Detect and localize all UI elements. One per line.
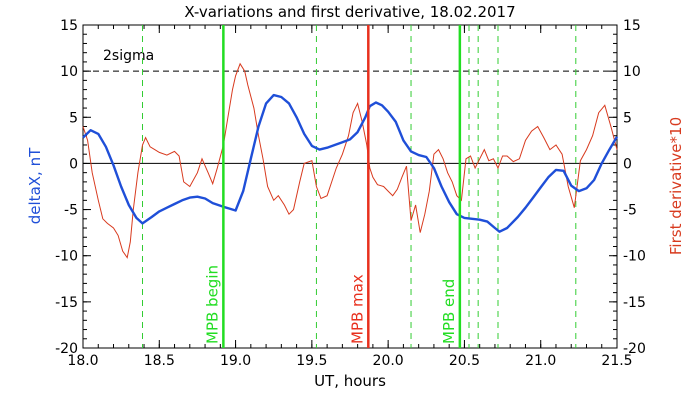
y-tick-label-left: 10: [60, 64, 78, 80]
x-tick-label: 19.0: [220, 353, 251, 369]
y-axis-left-title: deltaX, nT: [26, 147, 44, 224]
y-tick-label-left: 5: [69, 110, 78, 126]
series-line-deltaX: [82, 93, 619, 233]
y-tick-label-right: -15: [623, 295, 646, 311]
x-axis-title: UT, hours: [314, 372, 386, 390]
y-tick-label-right: -10: [623, 249, 646, 265]
y-axis-right-title: First derivative*10: [667, 117, 685, 255]
y-tick-label-left: -5: [64, 203, 78, 219]
mpb-marker-label: MPB begin: [203, 265, 221, 344]
mpb-marker-label: MPB max: [348, 274, 366, 344]
x-tick-label: 20.5: [449, 353, 480, 369]
plot-area: 2sigma 18.0 18.5 19.0 19.5 20.0 20.5 21.0 21.5 15…: [55, 18, 646, 369]
y-tick-label-left: -15: [55, 295, 78, 311]
x-tick-label: 19.5: [296, 353, 327, 369]
y-tick-label-right: 0: [623, 156, 632, 172]
x-tick-label: 18.0: [67, 353, 98, 369]
y-tick-label-left: -20: [55, 341, 78, 357]
y-tick-label-left: -10: [55, 249, 78, 265]
y-tick-label-right: 10: [623, 64, 641, 80]
y-tick-label-left: 0: [69, 156, 78, 172]
y-tick-label-right: 5: [623, 110, 632, 126]
x-tick-label: 21.5: [601, 353, 632, 369]
sigma-label: 2sigma: [103, 48, 154, 64]
x-tick-label: 18.5: [144, 353, 175, 369]
x-tick-label: 20.0: [373, 353, 404, 369]
chart-title: X-variations and first derivative, 18.02…: [184, 3, 515, 21]
plot-frame: [82, 24, 618, 349]
mpb-marker-label: MPB end: [440, 279, 458, 344]
y-tick-label-right: -20: [623, 341, 646, 357]
y-tick-label-right: 15: [623, 18, 641, 34]
y-tick-label-right: -5: [623, 203, 637, 219]
series-line-derivative: [82, 62, 618, 259]
x-tick-label: 21.0: [525, 353, 556, 369]
y-tick-label-left: 15: [60, 18, 78, 34]
